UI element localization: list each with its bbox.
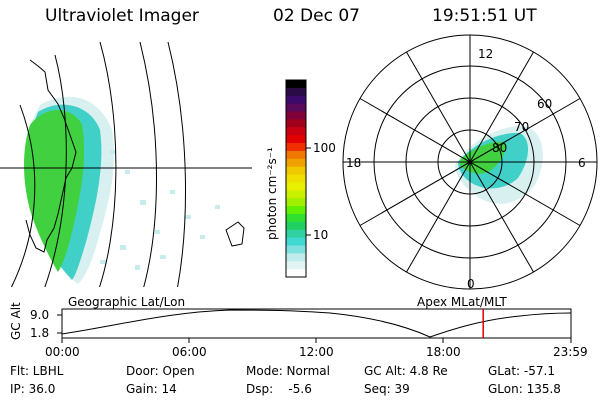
colorbar	[286, 80, 306, 278]
polar-aurora-green	[460, 141, 506, 174]
dsp-info: Dsp: -5.6	[246, 382, 312, 396]
time-tick-1: 06:00	[172, 345, 207, 359]
time-tick-3: 18:00	[426, 345, 461, 359]
time-label: 19:51:51 UT	[432, 6, 537, 26]
colorbar-segment	[286, 174, 306, 184]
glat-info: GLat: -57.1	[488, 364, 555, 378]
polar-plot	[342, 34, 598, 290]
colorbar-segment	[286, 143, 306, 152]
polar-lat-70: 70	[514, 120, 530, 134]
polar-label-0: 0	[467, 277, 475, 291]
colorbar-segment	[286, 261, 306, 270]
colorbar-segment	[286, 80, 306, 89]
altitude-curve	[61, 309, 572, 338]
polar-label-12: 12	[478, 47, 494, 61]
colorbar-segment	[286, 127, 306, 136]
geographic-map	[0, 42, 252, 287]
colorbar-segment	[286, 150, 306, 160]
ip-info: IP: 36.0	[10, 382, 56, 396]
colorbar-segment	[286, 158, 306, 168]
colorbar-segment	[286, 213, 306, 223]
gain-info: Gain: 14	[126, 382, 177, 396]
door-info: Door: Open	[126, 364, 195, 378]
time-tick-4: 23:59	[553, 345, 588, 359]
time-tick-0: 00:00	[45, 345, 80, 359]
colorbar-segment	[286, 95, 306, 105]
time-tick-2: 12:00	[299, 345, 334, 359]
colorbar-segment	[286, 221, 306, 231]
colorbar-segment	[286, 166, 306, 176]
colorbar-tick-label-10: 10	[313, 228, 329, 242]
colorbar-segment	[286, 198, 306, 207]
colorbar-segment	[286, 182, 306, 191]
altitude-tick-low: 1.8	[30, 326, 50, 340]
altitude-axis-label: GC Alt	[9, 302, 23, 340]
magnetic-panel-label: Apex MLat/MLT	[417, 295, 507, 309]
colorbar-segment	[286, 269, 306, 278]
filter-info: Flt: LBHL	[10, 364, 64, 378]
altitude-plot	[57, 308, 572, 343]
date-label: 02 Dec 07	[273, 6, 360, 26]
colorbar-segment	[286, 253, 306, 262]
colorbar-segment	[286, 87, 306, 97]
coastline	[25, 59, 77, 253]
colorbar-unit-label: photon cm⁻²s⁻¹	[265, 147, 279, 240]
instrument-title: Ultraviolet Imager	[45, 6, 199, 26]
lat-lon-grid	[0, 42, 252, 287]
geographic-panel-label: Geographic Lat/Lon	[68, 295, 186, 309]
colorbar-segment	[286, 103, 306, 113]
mode-info: Mode: Normal	[246, 364, 330, 378]
aurora-green	[24, 110, 85, 272]
colorbar-tick-label-100: 100	[313, 141, 336, 155]
colorbar-frame	[285, 79, 307, 278]
polar-lat-60: 60	[537, 97, 553, 111]
colorbar-segment	[286, 237, 306, 247]
polar-lat-80: 80	[492, 141, 508, 155]
island-outline	[225, 221, 245, 247]
colorbar-segment	[286, 245, 306, 254]
colorbar-segment	[286, 190, 306, 199]
altitude-tick-high: 9.0	[30, 308, 50, 322]
polar-label-6: 6	[578, 156, 586, 170]
colorbar-segment	[286, 119, 306, 128]
polar-label-18: 18	[346, 156, 362, 170]
gc-altitude-info: GC Alt: 4.8 Re	[364, 364, 448, 378]
sequence-info: Seq: 39	[364, 382, 410, 396]
aurora-speckles	[100, 150, 220, 270]
colorbar-segment	[286, 206, 306, 215]
colorbar-segment	[286, 229, 306, 239]
glon-info: GLon: 135.8	[488, 382, 561, 396]
colorbar-segment	[286, 135, 306, 144]
colorbar-segment	[286, 111, 306, 120]
